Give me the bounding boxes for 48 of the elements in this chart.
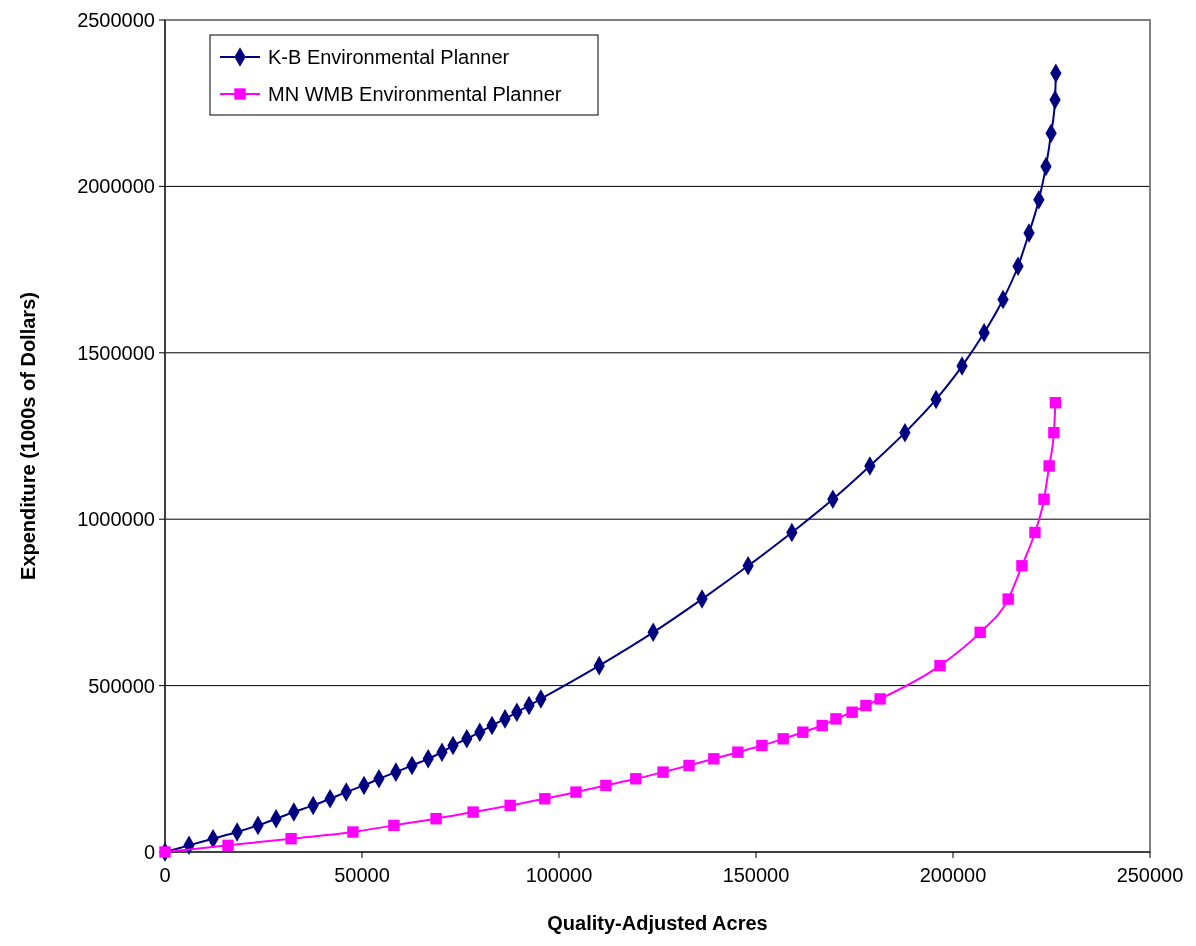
- point: [539, 793, 551, 805]
- point: [388, 819, 400, 832]
- x-tick-label: 150000: [722, 864, 790, 886]
- y-axis-title: Expenditure (1000s of Dollars): [17, 292, 39, 580]
- point: [860, 699, 872, 712]
- point: [222, 839, 234, 852]
- point: [430, 813, 442, 825]
- point: [816, 719, 828, 732]
- point: [1048, 426, 1060, 439]
- point: [1049, 397, 1062, 409]
- point: [600, 779, 612, 792]
- point: [347, 826, 359, 838]
- point: [504, 799, 516, 812]
- y-tick-label: 1500000: [77, 341, 155, 364]
- point: [1002, 593, 1014, 605]
- point: [683, 759, 695, 772]
- point: [630, 773, 642, 785]
- point: [1038, 493, 1050, 505]
- x-tick-label: 250000: [1116, 864, 1184, 886]
- point: [570, 786, 582, 798]
- point: [708, 753, 720, 765]
- x-tick-label: 200000: [919, 864, 987, 886]
- point: [1016, 560, 1028, 572]
- point: [874, 693, 886, 705]
- y-tick-label: 500000: [88, 674, 155, 697]
- point: [732, 746, 744, 758]
- point: [285, 832, 297, 845]
- legend-label: K-B Environmental Planner: [268, 46, 510, 68]
- y-tick-label: 1000000: [77, 508, 155, 531]
- x-tick-label: 50000: [334, 864, 390, 886]
- point: [1029, 526, 1041, 539]
- point: [1043, 460, 1055, 472]
- y-tick-label: 2000000: [77, 175, 155, 198]
- x-tick-label: 0: [159, 864, 171, 886]
- legend-label: MN WMB Environmental Planner: [268, 83, 562, 105]
- point: [934, 659, 946, 672]
- point: [974, 626, 986, 639]
- point: [756, 739, 768, 752]
- point: [657, 766, 669, 778]
- y-tick-label: 2500000: [77, 9, 155, 31]
- point: [797, 726, 809, 738]
- x-tick-label: 100000: [525, 864, 593, 886]
- x-axis-title: Quality-Adjusted Acres: [547, 912, 768, 934]
- point: [830, 713, 842, 725]
- point: [467, 806, 479, 818]
- point: [777, 733, 789, 745]
- point: [846, 706, 858, 718]
- y-tick-label: 0: [143, 841, 155, 863]
